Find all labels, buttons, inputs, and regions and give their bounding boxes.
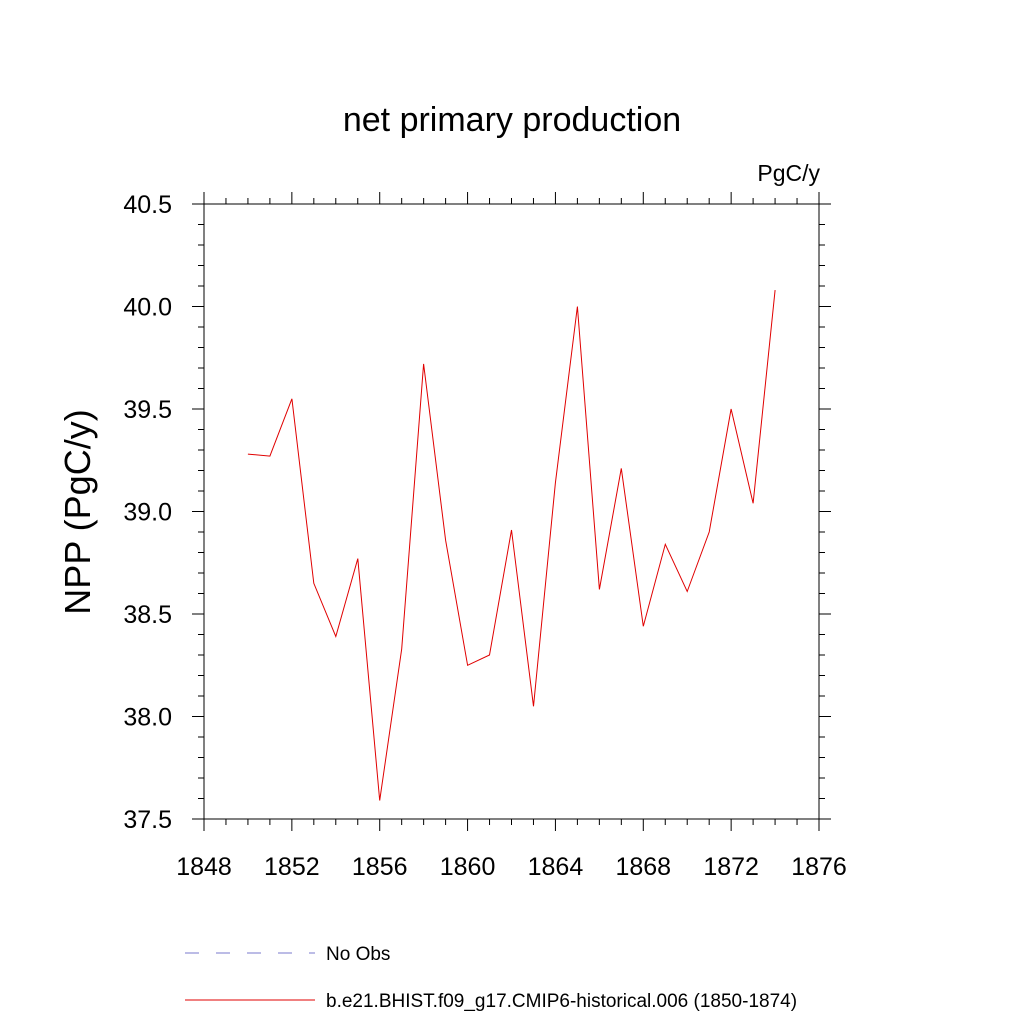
legend: No Obs b.e21.BHIST.f09_g17.CMIP6-histori… [185,944,797,1012]
x-tick-label: 1860 [440,853,496,881]
x-tick-label: 1876 [791,853,847,881]
y-tick-label: 40.5 [123,191,172,219]
y-tick-label: 37.5 [123,806,172,834]
y-tick-label: 40.0 [123,294,172,322]
x-tick-label: 1848 [176,853,232,881]
series-layer [247,290,776,801]
chart-title: net primary production [343,101,681,139]
y-tick-label: 39.0 [123,499,172,527]
y-tick-label: 38.0 [123,704,172,732]
y-axis-label: NPP (PgC/y) [57,409,98,614]
units-label: PgC/y [757,160,820,186]
x-tick-label: 1856 [352,853,408,881]
series-line [247,290,776,801]
legend-label-no-obs: No Obs [326,944,390,965]
y-tick-label: 38.5 [123,601,172,629]
plot-frame [203,203,820,820]
x-tick-label: 1864 [528,853,584,881]
x-tick-label: 1868 [615,853,671,881]
tick-labels: 1848 1852 1856 1860 1864 1868 1872 1876 37.5 38.0… [123,191,846,881]
x-tick-label: 1852 [264,853,320,881]
y-tick-label: 39.5 [123,396,172,424]
axis-ticks [192,192,831,831]
x-tick-label: 1872 [703,853,759,881]
legend-label-model: b.e21.BHIST.f09_g17.CMIP6-historical.006… [326,991,797,1012]
